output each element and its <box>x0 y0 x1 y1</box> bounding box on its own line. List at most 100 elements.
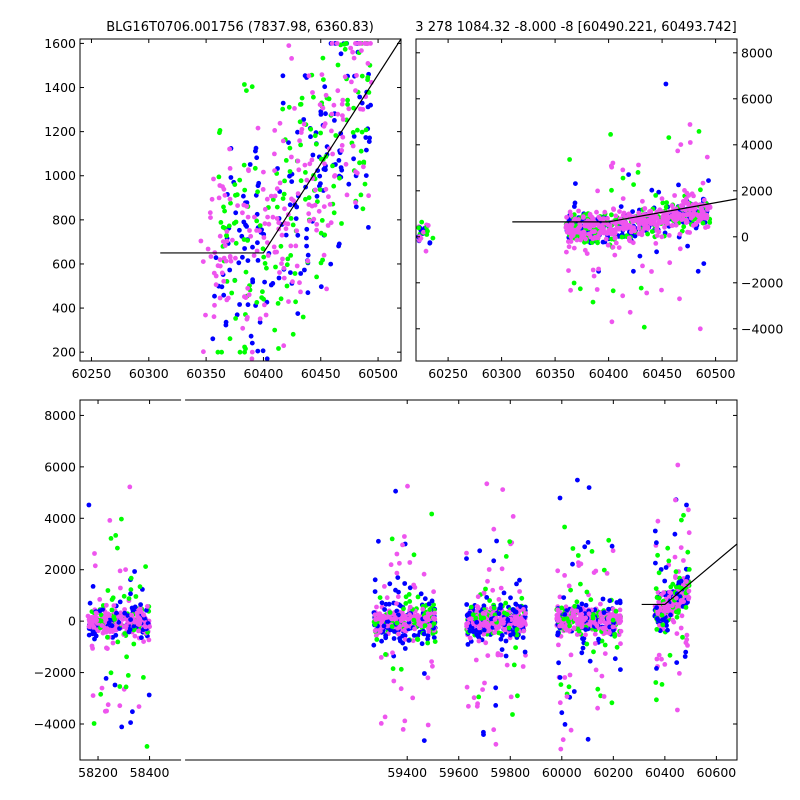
data-point <box>572 204 577 209</box>
data-point <box>700 180 706 186</box>
data-point <box>208 215 213 221</box>
data-point <box>407 560 413 565</box>
data-point <box>117 568 123 574</box>
data-point <box>556 660 561 666</box>
y-tick-label: 0 <box>68 614 76 629</box>
data-point <box>636 162 641 168</box>
data-point <box>209 196 215 202</box>
data-point <box>397 560 402 566</box>
data-point <box>402 534 407 539</box>
data-point <box>704 154 710 160</box>
data-point <box>582 247 588 253</box>
data-point <box>139 635 144 641</box>
x-tick-label: 60250 <box>428 366 468 381</box>
data-point <box>363 173 369 179</box>
data-point <box>564 222 569 228</box>
data-point <box>584 641 590 647</box>
data-point <box>602 209 608 215</box>
plot-area <box>160 39 401 361</box>
data-point <box>382 714 388 720</box>
data-point <box>430 663 435 669</box>
data-point <box>227 146 233 152</box>
data-point <box>568 287 573 293</box>
data-point <box>122 610 128 616</box>
data-point <box>662 662 668 667</box>
data-point <box>686 596 691 602</box>
data-point <box>402 581 408 586</box>
data-point <box>395 625 401 631</box>
data-point <box>484 624 490 630</box>
data-point <box>379 638 384 644</box>
data-point <box>339 101 345 107</box>
data-point <box>503 600 509 606</box>
data-point <box>568 213 574 218</box>
y-tick-label: 0 <box>741 229 749 244</box>
data-point <box>113 632 119 638</box>
data-point <box>620 293 626 299</box>
data-point <box>215 349 221 355</box>
data-point <box>429 598 435 604</box>
data-point <box>328 220 334 226</box>
data-point <box>349 79 354 85</box>
data-point <box>656 599 662 605</box>
data-point <box>654 249 659 255</box>
data-point <box>583 236 588 242</box>
data-point <box>579 601 585 607</box>
data-point <box>471 695 477 701</box>
data-point <box>699 208 705 213</box>
data-point <box>240 210 245 216</box>
y-tick-label: 6000 <box>741 91 773 106</box>
data-point <box>131 623 137 629</box>
data-point <box>360 206 366 212</box>
data-point <box>378 721 384 726</box>
data-point <box>475 701 480 707</box>
data-point <box>493 624 499 630</box>
data-point <box>691 210 697 216</box>
data-point <box>358 192 364 198</box>
data-point <box>626 211 632 217</box>
data-point <box>326 96 332 102</box>
data-point <box>599 616 605 621</box>
y-tick-label: 4000 <box>44 511 76 526</box>
data-point <box>131 627 137 633</box>
data-point <box>586 231 592 237</box>
data-point <box>116 619 122 625</box>
data-point <box>578 607 583 613</box>
x-tick-label: 60250 <box>72 366 112 381</box>
data-point <box>673 569 679 575</box>
data-point <box>363 127 369 133</box>
data-point <box>102 708 108 714</box>
data-point <box>572 200 578 206</box>
data-point <box>255 348 261 354</box>
data-point <box>660 622 666 628</box>
data-point <box>660 220 665 225</box>
data-point <box>405 616 411 622</box>
data-point <box>659 656 664 662</box>
data-point <box>468 604 474 610</box>
data-point <box>484 481 490 487</box>
data-point <box>328 261 334 267</box>
data-point <box>350 49 355 55</box>
data-point <box>594 209 599 215</box>
data-point <box>520 635 526 640</box>
data-point <box>368 41 373 46</box>
data-point <box>493 703 499 708</box>
data-point <box>323 92 329 98</box>
data-point <box>126 596 132 601</box>
data-point <box>92 563 98 569</box>
data-point <box>276 275 282 281</box>
data-point <box>272 127 278 133</box>
data-point <box>277 120 283 126</box>
data-point <box>229 290 235 296</box>
data-point <box>568 727 574 733</box>
data-point <box>287 202 293 208</box>
data-point <box>263 312 269 318</box>
data-point <box>669 203 675 209</box>
data-point <box>116 614 122 619</box>
data-point <box>590 229 595 235</box>
data-point <box>304 177 310 183</box>
data-point <box>641 324 647 330</box>
data-point <box>685 549 691 555</box>
data-point <box>243 222 248 228</box>
data-point <box>512 614 518 620</box>
